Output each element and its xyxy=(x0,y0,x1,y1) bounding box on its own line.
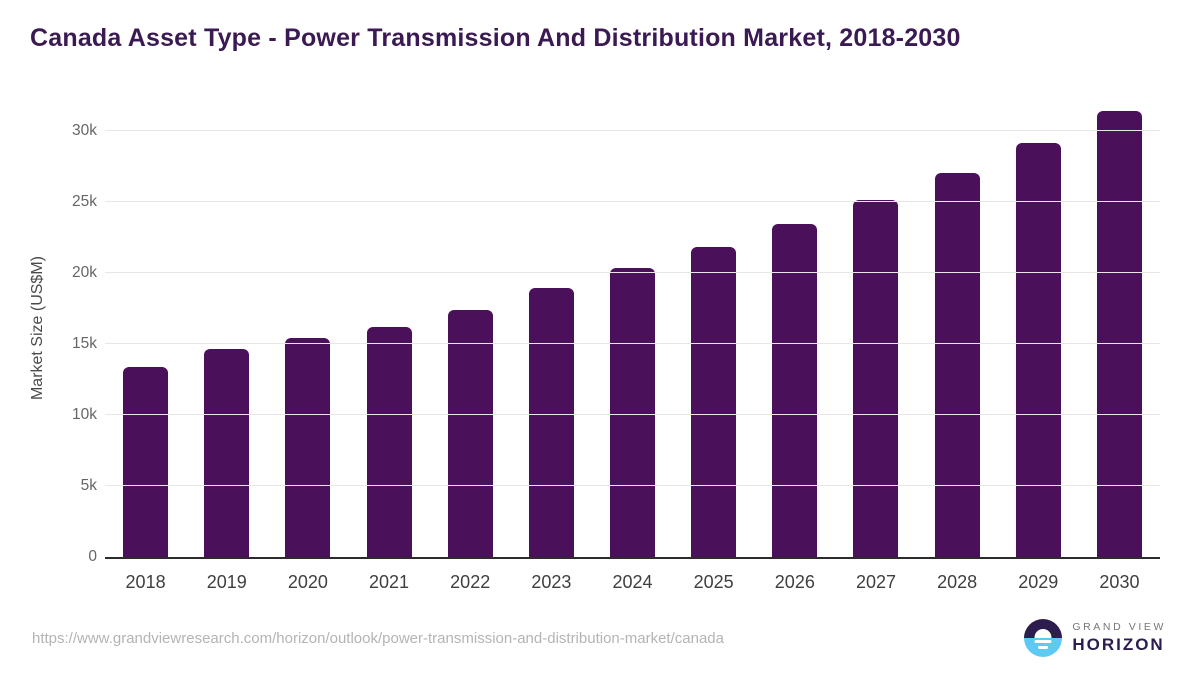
gridline-30k xyxy=(105,129,1160,131)
x-tick-label-2022: 2022 xyxy=(450,572,491,592)
bar-2025[interactable] xyxy=(691,247,737,557)
sun-over-water-logo-icon xyxy=(1024,619,1063,657)
x-tick-label-2024: 2024 xyxy=(612,572,653,592)
bar-column-2026: 2026 xyxy=(754,100,835,592)
y-tick-label-20k: 20k xyxy=(72,263,97,281)
bar-column-2022: 2022 xyxy=(430,100,511,592)
x-tick-label-2027: 2027 xyxy=(855,572,896,592)
bar-2028[interactable] xyxy=(934,173,980,557)
sun-icon xyxy=(1034,629,1052,638)
bar-2018[interactable] xyxy=(123,366,169,557)
bar-2019[interactable] xyxy=(204,349,250,557)
bar-2020[interactable] xyxy=(285,338,331,557)
bar-2024[interactable] xyxy=(610,268,656,557)
y-tick-label-10k: 10k xyxy=(72,405,97,423)
source-url: https://www.grandviewresearch.com/horizo… xyxy=(32,629,724,647)
plot-area: 2018 2019 2020 2021 2022 2023 2024 2025 2026 2027… xyxy=(105,100,1160,592)
bar-column-2028: 2028 xyxy=(917,100,998,592)
x-tick-label-2030: 2030 xyxy=(1099,572,1140,592)
y-tick-label-30k: 30k xyxy=(72,121,97,139)
y-tick-label-5k: 5k xyxy=(80,476,97,494)
wave-line-icon xyxy=(1038,646,1049,649)
x-tick-label-2026: 2026 xyxy=(774,572,815,592)
bar-2027[interactable] xyxy=(853,200,899,557)
bar-column-2021: 2021 xyxy=(348,100,429,592)
bar-column-2019: 2019 xyxy=(186,100,267,592)
grand-view-horizon-logo: GRAND VIEW HORIZON xyxy=(1024,619,1166,657)
bar-column-2027: 2027 xyxy=(835,100,916,592)
chart-title: Canada Asset Type - Power Transmission A… xyxy=(30,24,961,52)
bar-column-2020: 2020 xyxy=(267,100,348,592)
footer: https://www.grandviewresearch.com/horizo… xyxy=(0,609,1200,675)
bar-2026[interactable] xyxy=(772,224,818,557)
bar-column-2030: 2030 xyxy=(1079,100,1160,592)
x-tick-label-2025: 2025 xyxy=(693,572,734,592)
gridline-20k xyxy=(105,271,1160,273)
bar-column-2025: 2025 xyxy=(673,100,754,592)
logo-text: GRAND VIEW HORIZON xyxy=(1072,621,1166,655)
gridline-25k xyxy=(105,200,1160,202)
gridline-5k xyxy=(105,484,1160,486)
bar-series: 2018 2019 2020 2021 2022 2023 2024 2025 2026 2027… xyxy=(105,100,1160,592)
bar-column-2018: 2018 xyxy=(105,100,186,592)
x-tick-label-2021: 2021 xyxy=(369,572,410,592)
x-tick-label-2023: 2023 xyxy=(531,572,572,592)
bar-2021[interactable] xyxy=(366,326,412,557)
logo-product-name: HORIZON xyxy=(1072,634,1165,654)
x-tick-label-2019: 2019 xyxy=(206,572,247,592)
bar-column-2024: 2024 xyxy=(592,100,673,592)
gridline-15k xyxy=(105,342,1160,344)
bar-2030[interactable] xyxy=(1096,110,1142,557)
logo-brand-name: GRAND VIEW xyxy=(1072,620,1166,633)
x-tick-label-2020: 2020 xyxy=(287,572,328,592)
y-tick-label-15k: 15k xyxy=(72,334,97,352)
bar-column-2023: 2023 xyxy=(511,100,592,592)
x-tick-label-2018: 2018 xyxy=(125,572,166,592)
x-tick-label-2028: 2028 xyxy=(937,572,978,592)
y-tick-label-25k: 25k xyxy=(72,192,97,210)
bar-2029[interactable] xyxy=(1015,143,1061,557)
y-axis-tick-labels: 0 5k 10k 15k 20k 25k 30k xyxy=(0,100,97,565)
bar-2023[interactable] xyxy=(528,288,574,557)
wave-line-icon xyxy=(1034,640,1052,643)
bar-2022[interactable] xyxy=(447,309,493,557)
y-tick-label-0: 0 xyxy=(88,548,97,565)
gridline-10k xyxy=(105,413,1160,415)
x-tick-label-2029: 2029 xyxy=(1018,572,1059,592)
bar-column-2029: 2029 xyxy=(998,100,1079,592)
